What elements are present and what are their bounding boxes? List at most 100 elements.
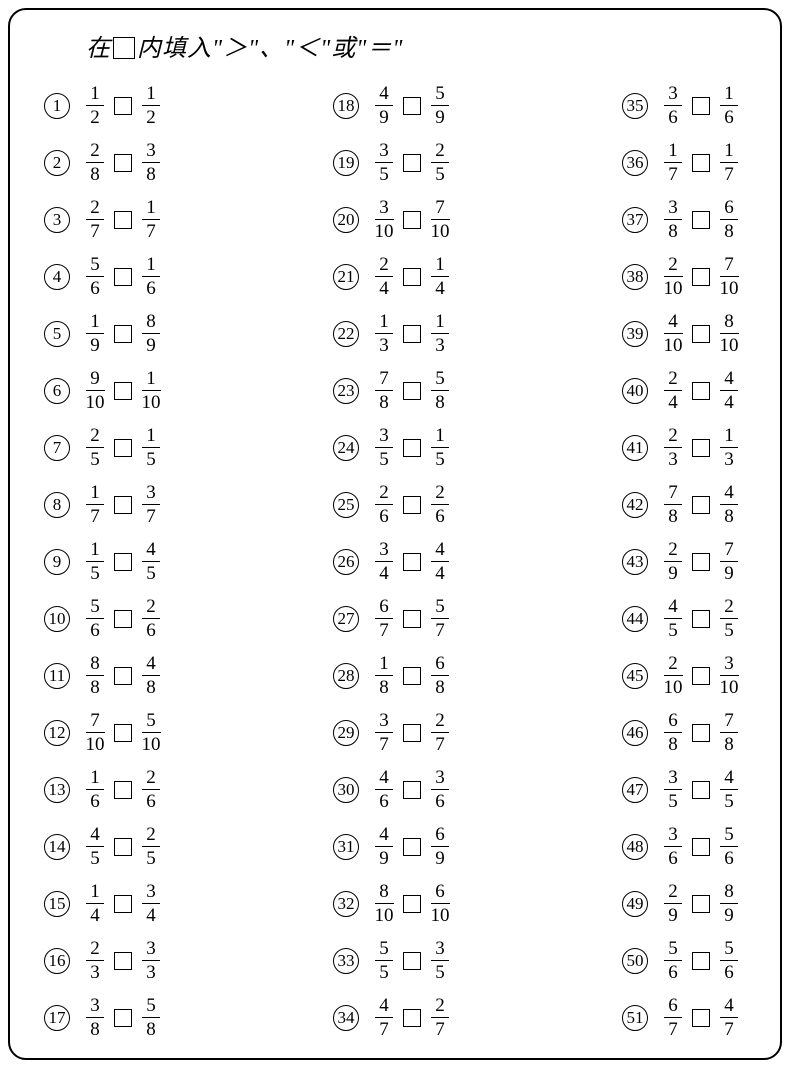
fraction-denominator: 6 <box>664 105 682 127</box>
fraction-denominator: 10 <box>720 333 739 355</box>
answer-box[interactable] <box>692 496 710 514</box>
fraction-numerator: 4 <box>668 312 678 333</box>
answer-box[interactable] <box>403 895 421 913</box>
answer-box[interactable] <box>403 382 421 400</box>
fraction-denominator: 7 <box>86 504 104 526</box>
fraction-numerator: 2 <box>435 996 445 1017</box>
answer-box[interactable] <box>114 325 132 343</box>
answer-box[interactable] <box>692 553 710 571</box>
problem-row: 11212 <box>44 77 162 134</box>
answer-box[interactable] <box>403 781 421 799</box>
answer-box[interactable] <box>692 667 710 685</box>
fraction-denominator: 5 <box>142 447 160 469</box>
answer-box[interactable] <box>692 1009 710 1027</box>
answer-box[interactable] <box>114 382 132 400</box>
fraction-denominator: 8 <box>720 219 738 241</box>
answer-box[interactable] <box>114 838 132 856</box>
fraction: 49 <box>373 84 395 127</box>
problem-row: 483656 <box>622 818 740 875</box>
answer-box[interactable] <box>114 211 132 229</box>
answer-box[interactable] <box>114 952 132 970</box>
answer-box[interactable] <box>692 268 710 286</box>
answer-box[interactable] <box>692 154 710 172</box>
answer-box[interactable] <box>403 724 421 742</box>
fraction-denominator: 8 <box>664 219 682 241</box>
answer-box[interactable] <box>692 97 710 115</box>
answer-box[interactable] <box>114 553 132 571</box>
answer-box[interactable] <box>692 382 710 400</box>
problem-row: 39410810 <box>622 305 740 362</box>
answer-box[interactable] <box>114 97 132 115</box>
fraction-numerator: 6 <box>668 711 678 732</box>
fraction: 46 <box>373 768 395 811</box>
answer-box[interactable] <box>114 895 132 913</box>
fraction-numerator: 2 <box>90 141 100 162</box>
answer-box[interactable] <box>692 895 710 913</box>
fraction: 33 <box>140 939 162 982</box>
answer-box[interactable] <box>692 952 710 970</box>
fraction: 23 <box>84 939 106 982</box>
answer-box[interactable] <box>114 1009 132 1027</box>
fraction-denominator: 9 <box>664 561 682 583</box>
answer-box[interactable] <box>403 325 421 343</box>
fraction-denominator: 7 <box>375 1017 393 1039</box>
fraction-denominator: 5 <box>720 789 738 811</box>
answer-box[interactable] <box>114 268 132 286</box>
answer-box[interactable] <box>692 610 710 628</box>
fraction-denominator: 8 <box>431 390 449 412</box>
fraction-denominator: 8 <box>664 732 682 754</box>
answer-box[interactable] <box>114 496 132 514</box>
answer-box[interactable] <box>403 154 421 172</box>
fraction-numerator: 3 <box>379 198 389 219</box>
answer-box[interactable] <box>114 439 132 457</box>
answer-box[interactable] <box>114 781 132 799</box>
fraction-numerator: 4 <box>90 825 100 846</box>
answer-box[interactable] <box>403 610 421 628</box>
fraction: 26 <box>373 483 395 526</box>
answer-box[interactable] <box>403 553 421 571</box>
answer-box[interactable] <box>403 1009 421 1027</box>
fraction: 18 <box>373 654 395 697</box>
answer-box[interactable] <box>114 610 132 628</box>
problem-number: 26 <box>333 549 359 575</box>
answer-box[interactable] <box>403 952 421 970</box>
answer-box[interactable] <box>692 838 710 856</box>
fraction: 48 <box>718 483 740 526</box>
problem-number: 16 <box>44 948 70 974</box>
problem-number: 49 <box>622 891 648 917</box>
answer-box[interactable] <box>114 154 132 172</box>
fraction: 35 <box>429 939 451 982</box>
answer-box[interactable] <box>692 439 710 457</box>
answer-box[interactable] <box>403 838 421 856</box>
fraction: 78 <box>662 483 684 526</box>
answer-box[interactable] <box>403 439 421 457</box>
fraction: 14 <box>429 255 451 298</box>
fraction-denominator: 6 <box>664 960 682 982</box>
answer-box[interactable] <box>403 97 421 115</box>
answer-box[interactable] <box>692 211 710 229</box>
fraction: 16 <box>140 255 162 298</box>
problem-row: 412313 <box>622 419 740 476</box>
fraction-denominator: 9 <box>720 561 738 583</box>
fraction-denominator: 8 <box>664 504 682 526</box>
answer-box[interactable] <box>403 496 421 514</box>
fraction-numerator: 4 <box>668 597 678 618</box>
problem-number: 9 <box>44 549 70 575</box>
answer-box[interactable] <box>114 724 132 742</box>
fraction: 58 <box>140 996 162 1039</box>
answer-box[interactable] <box>692 781 710 799</box>
answer-box[interactable] <box>114 667 132 685</box>
problem-row: 212414 <box>333 248 451 305</box>
answer-box[interactable] <box>692 325 710 343</box>
fraction-numerator: 3 <box>146 483 156 504</box>
problem-row: 243515 <box>333 419 451 476</box>
answer-box[interactable] <box>692 724 710 742</box>
answer-box[interactable] <box>403 211 421 229</box>
answer-box[interactable] <box>403 667 421 685</box>
answer-box[interactable] <box>403 268 421 286</box>
fraction-numerator: 1 <box>90 540 100 561</box>
fraction: 12 <box>140 84 162 127</box>
fraction-numerator: 1 <box>146 255 156 276</box>
fraction: 34 <box>140 882 162 925</box>
fraction: 45 <box>718 768 740 811</box>
